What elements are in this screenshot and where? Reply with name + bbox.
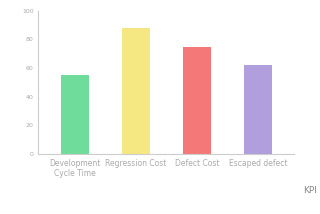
Bar xyxy=(122,28,150,154)
Bar xyxy=(183,47,211,154)
X-axis label: KPI: KPI xyxy=(303,186,317,195)
Bar xyxy=(61,75,89,154)
Bar xyxy=(244,65,272,154)
